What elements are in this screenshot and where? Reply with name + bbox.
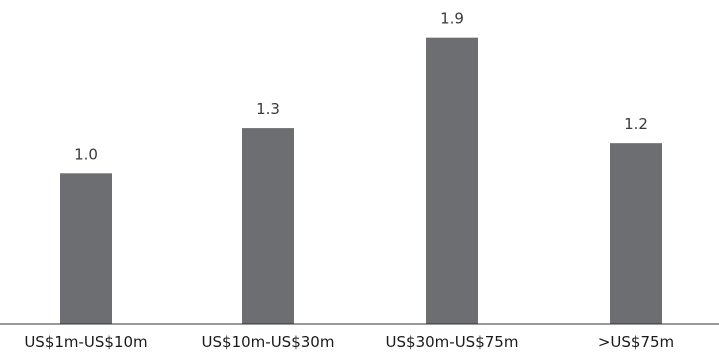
bar — [60, 173, 112, 324]
x-tick-labels-group: US$1m-US$10m US$10m-US$30m US$30m-US$75m >U… — [24, 333, 674, 351]
x-tick-label: US$1m-US$10m — [24, 333, 147, 351]
bar — [610, 143, 662, 324]
x-tick-label: US$30m-US$75m — [386, 333, 519, 351]
x-tick-label: >US$75m — [598, 333, 674, 351]
x-tick-label: US$10m-US$30m — [202, 333, 335, 351]
data-label: 1.0 — [74, 145, 98, 163]
data-labels-group: 1.0 1.3 1.9 1.2 — [74, 10, 648, 164]
bars-group — [60, 37, 662, 325]
data-label: 1.9 — [440, 10, 464, 28]
bar — [426, 37, 478, 325]
data-label: 1.2 — [624, 115, 648, 133]
data-label: 1.3 — [256, 100, 280, 118]
bar — [242, 128, 294, 324]
